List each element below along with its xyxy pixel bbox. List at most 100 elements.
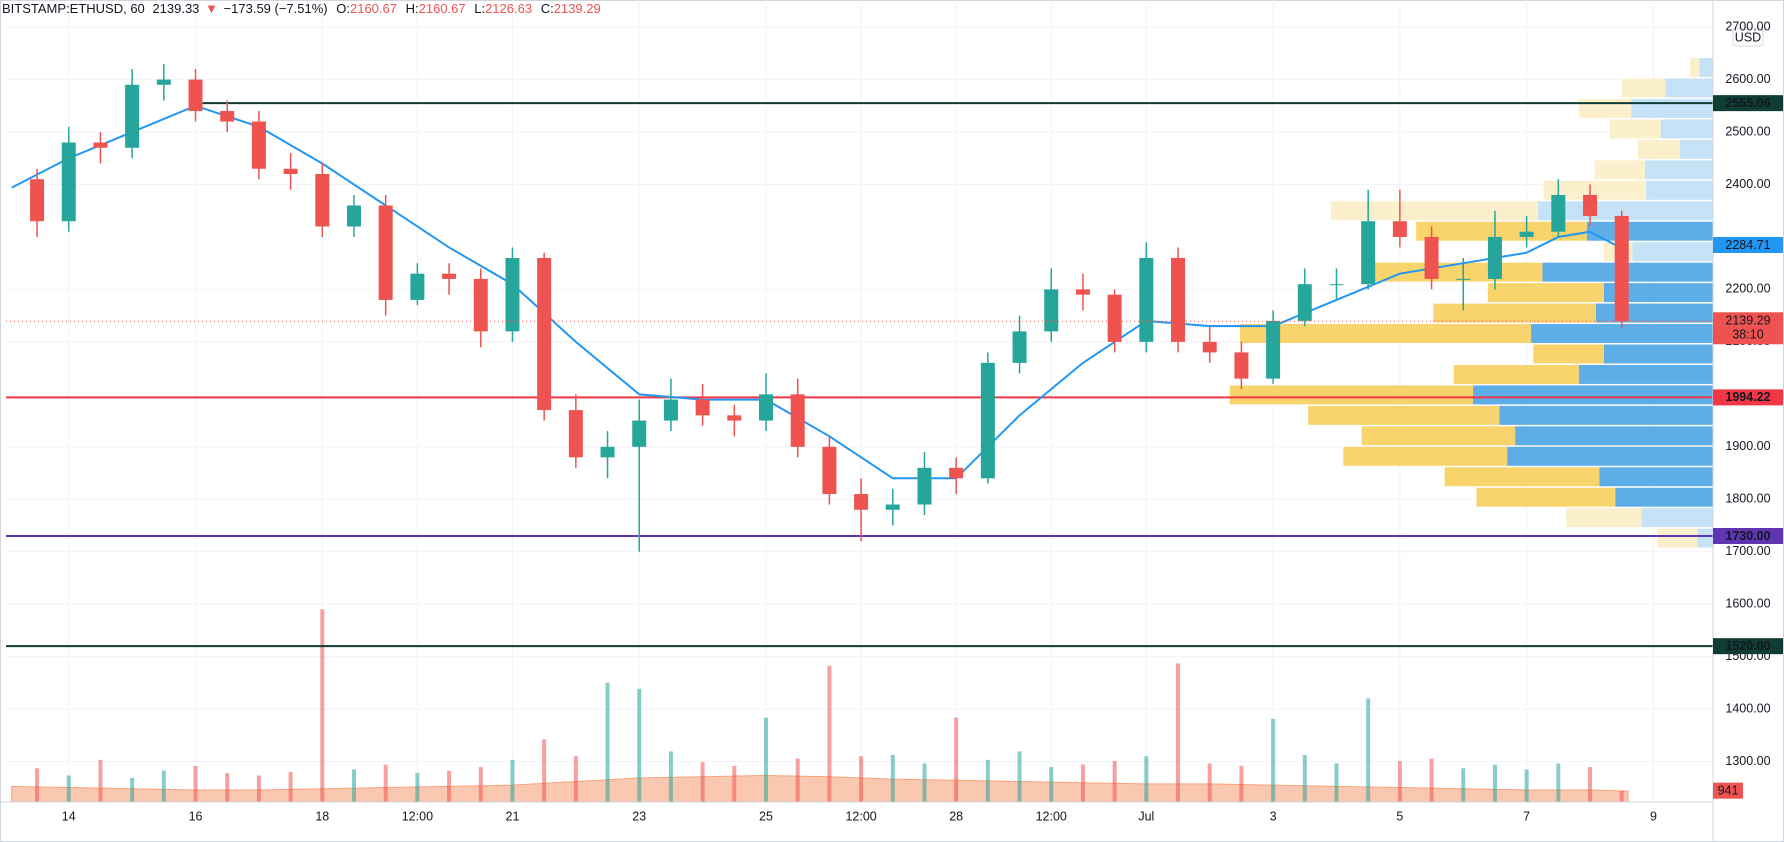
profile-up (1615, 487, 1713, 507)
candle-body (759, 394, 774, 421)
candle-body (727, 415, 742, 421)
volume-bar (954, 717, 959, 802)
profile-down (1609, 119, 1661, 139)
profile-up (1644, 160, 1713, 180)
candle-body (1202, 341, 1217, 353)
profile-down (1637, 139, 1681, 159)
profile-down (1594, 160, 1645, 180)
volume-bar (1271, 718, 1276, 802)
candle-body (1519, 231, 1534, 237)
volume-bar (542, 739, 547, 802)
profile-down (1476, 487, 1616, 507)
candle-body (1266, 320, 1281, 379)
y-tick-label: 2600.00 (1725, 72, 1770, 86)
x-tick-label: 9 (1650, 809, 1657, 823)
volume-bar (700, 762, 705, 802)
candle-body (220, 111, 235, 122)
y-tick-label: 1800.00 (1725, 492, 1770, 506)
level-label: 1994.22 (1725, 390, 1770, 404)
arrow: ▼ (205, 1, 218, 16)
volume-bar (573, 756, 578, 802)
y-tick-label: 2200.00 (1725, 282, 1770, 296)
profile-down (1578, 98, 1632, 118)
last: 2139.33 (152, 1, 199, 16)
candle-body (854, 494, 869, 510)
profile-up (1537, 201, 1713, 221)
volume-bar (383, 764, 388, 802)
volume-bar (605, 682, 610, 802)
change: −173.59 (−7.51%) (224, 1, 328, 16)
volume-bar (668, 751, 673, 802)
volume-bar (35, 768, 40, 802)
y-tick-label: 1300.00 (1725, 754, 1770, 768)
profile-down (1308, 405, 1500, 425)
open-label: O: (336, 1, 350, 16)
profile-up (1699, 58, 1713, 78)
volume-bar (859, 756, 864, 802)
volume-bar (922, 763, 927, 802)
candle-body (1329, 284, 1344, 286)
y-tick-label: 1400.00 (1725, 701, 1770, 715)
candle-body (505, 257, 520, 332)
volume-bar (415, 773, 420, 802)
profile-up (1603, 344, 1713, 364)
symbol: BITSTAMP:ETHUSD, 60 (2, 1, 145, 16)
profile-down (1444, 467, 1600, 487)
volume-bar (1049, 767, 1054, 802)
profile-down (1543, 180, 1646, 200)
volume-bar (1207, 763, 1212, 802)
profile-down (1330, 201, 1538, 221)
candle-body (663, 399, 678, 421)
profile-up (1665, 78, 1713, 98)
x-tick-label: 25 (759, 809, 773, 823)
profile-up (1586, 221, 1713, 241)
close-label: C: (541, 1, 554, 16)
volume-bar (288, 771, 293, 802)
volume-bar (795, 758, 800, 802)
candle-body (156, 79, 171, 85)
x-tick-label: 5 (1396, 809, 1403, 823)
candle-body (315, 173, 330, 227)
volume-bar (447, 770, 452, 802)
profile-down (1533, 344, 1604, 364)
volume-bar (827, 665, 832, 802)
candle-body (1361, 221, 1376, 285)
low-label: L: (474, 1, 485, 16)
candle-body (1456, 278, 1471, 280)
profile-down (1657, 528, 1698, 548)
candle-body (283, 168, 298, 174)
candle-body (410, 273, 425, 300)
candle-body (1012, 331, 1027, 363)
volume-bar (1144, 756, 1149, 802)
profile-up (1531, 324, 1713, 344)
candle-body (251, 121, 266, 169)
x-tick-label: 21 (506, 809, 520, 823)
candle-body (1583, 194, 1598, 216)
candle-body (93, 142, 108, 148)
volume-bar (1366, 698, 1371, 802)
level-label: 1520.00 (1725, 639, 1770, 653)
x-tick-label: Jul (1138, 809, 1154, 823)
volume-bar (1429, 758, 1434, 802)
profile-down (1566, 508, 1642, 528)
volume-bar (193, 765, 198, 802)
profile-up (1515, 426, 1713, 446)
candle-body (695, 399, 710, 416)
level-label: 2555.06 (1725, 96, 1770, 110)
profile-up (1603, 283, 1713, 303)
level-label: 1730.00 (1725, 529, 1770, 543)
candle-body (188, 79, 203, 112)
candle-body (600, 446, 615, 458)
volume-bar (510, 759, 515, 802)
x-tick-label: 28 (949, 809, 963, 823)
candle-body (378, 205, 393, 300)
profile-up (1680, 139, 1713, 159)
level-label-box (1713, 389, 1783, 406)
x-tick-label: 12:00 (845, 809, 876, 823)
volume-bar (130, 777, 135, 802)
volume-bar (1492, 764, 1497, 802)
profile-down (1239, 324, 1532, 344)
volume-label: 941 (1718, 783, 1739, 797)
y-tick-label: 1600.00 (1725, 597, 1770, 611)
